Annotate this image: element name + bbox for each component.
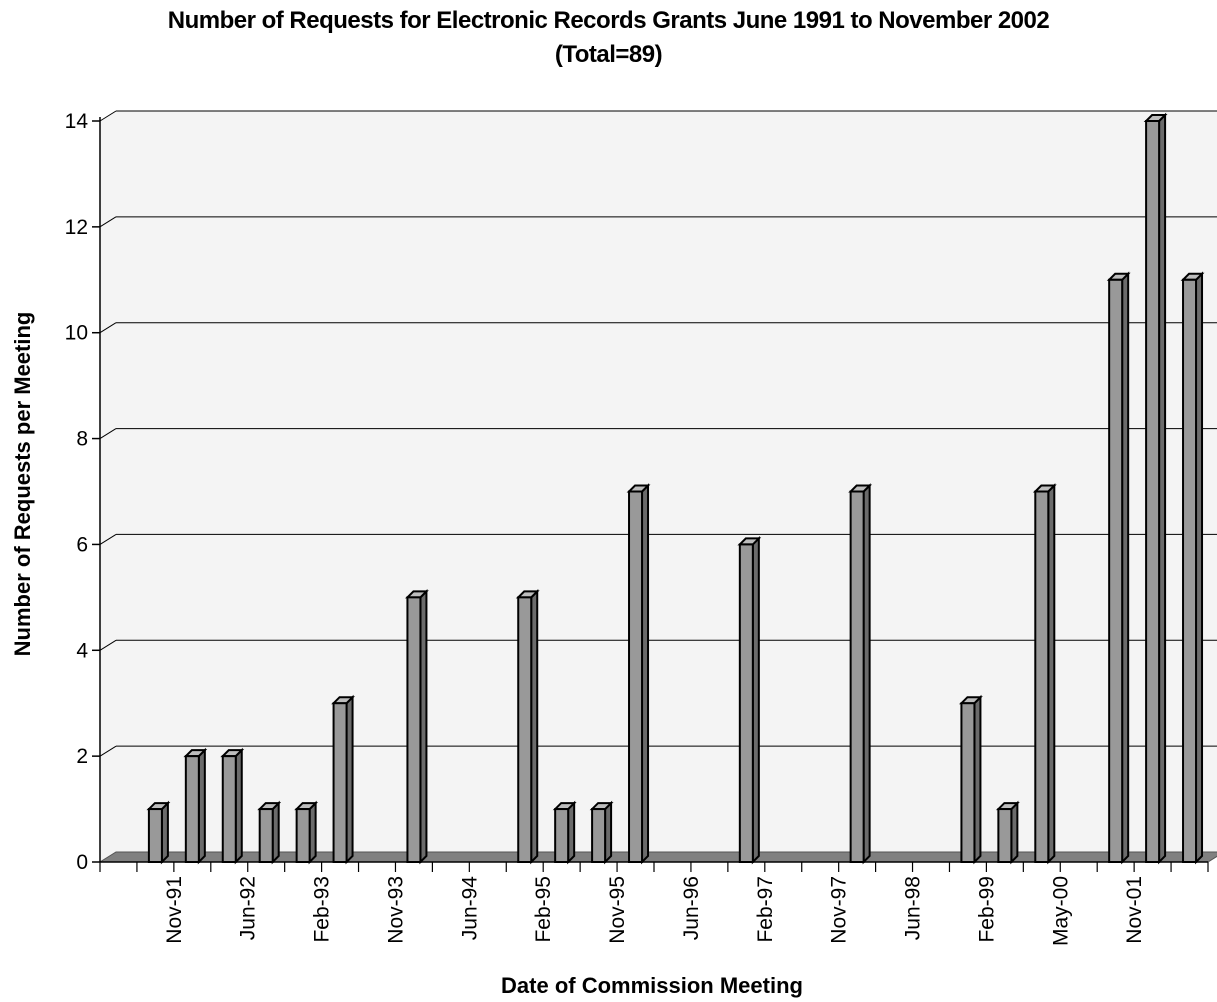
bar (1032, 483, 1057, 865)
x-tick-label: Nov-91 (163, 876, 186, 944)
bar (257, 800, 282, 865)
bar (552, 800, 577, 865)
bar-front (1182, 278, 1198, 863)
x-tick-label: Jun-92 (237, 876, 260, 940)
x-tick-label: Jun-96 (680, 876, 703, 940)
bar-front (1034, 490, 1050, 863)
axes (92, 117, 1209, 872)
bar-front (849, 490, 865, 863)
bar-front (554, 808, 570, 863)
x-axis-label: Date of Commission Meeting (501, 973, 803, 998)
bar-front (1145, 120, 1161, 863)
bar (220, 747, 245, 865)
plot-back-wall (116, 111, 1217, 852)
x-tick-label: Nov-97 (828, 876, 851, 944)
y-axis-label: Number of Requests per Meeting (10, 312, 35, 657)
bar-front (738, 543, 754, 864)
chart-subtitle: (Total=89) (554, 41, 663, 68)
bar (995, 800, 1020, 865)
bar-front (628, 490, 644, 863)
x-tick-label: May-00 (1049, 876, 1072, 946)
y-tick-label: 2 (76, 745, 88, 768)
gridline-side (99, 110, 117, 122)
bar-front (406, 596, 422, 863)
x-tick-label: Nov-93 (384, 876, 407, 944)
y-tick-labels: 0 2 4 6 8 10 12 14 (65, 110, 89, 874)
y-tick-label: 8 (76, 428, 88, 451)
bar (589, 800, 614, 865)
bar (515, 588, 540, 865)
x-tick-label: Jun-94 (458, 876, 481, 941)
bar-front (997, 808, 1013, 863)
bar (294, 800, 319, 865)
bar-front (258, 808, 274, 863)
bars (146, 112, 1205, 865)
bar (1106, 271, 1131, 865)
y-tick-label: 12 (65, 216, 88, 239)
bar (146, 800, 171, 865)
bar-front (221, 755, 237, 864)
gridline-side (99, 322, 117, 334)
x-tick-label: Feb-95 (532, 876, 555, 943)
y-tick-label: 0 (76, 851, 88, 874)
y-tick-label: 10 (65, 322, 88, 345)
gridline-side (99, 534, 117, 545)
bar (331, 694, 355, 865)
x-tick-label: Jun-98 (902, 876, 925, 940)
plot-side-wall (100, 111, 116, 862)
y-tick-label: 4 (76, 639, 88, 662)
gridline-side (99, 745, 117, 757)
chart-title: Number of Requests for Electronic Record… (167, 7, 1050, 34)
bar-front (332, 702, 348, 864)
x-tick-label: Feb-97 (754, 876, 777, 943)
bar (848, 483, 873, 865)
bar-front (591, 808, 607, 863)
x-tick-label: Feb-99 (975, 876, 998, 943)
x-tick-label: Feb-93 (311, 876, 334, 943)
x-tick-label: Nov-95 (606, 876, 629, 944)
y-tick-label: 6 (76, 533, 88, 556)
y-tick-label: 14 (65, 110, 89, 133)
bar (1143, 112, 1168, 865)
gridline-side (99, 428, 117, 439)
bar (626, 483, 651, 865)
bar-front (960, 702, 976, 864)
bar (1180, 271, 1205, 865)
bar-front (147, 808, 163, 863)
bar (405, 588, 429, 865)
gridline-side (99, 639, 117, 651)
bar-front (295, 808, 311, 863)
bar (183, 747, 208, 865)
chart-title-block: Number of Requests for Electronic Record… (0, 4, 1217, 72)
bar-front (1108, 278, 1124, 863)
bar-front (184, 755, 200, 864)
x-tick-label: Nov-01 (1123, 876, 1146, 944)
bar (737, 536, 762, 865)
x-tick-labels: Nov-91 Jun-92 Feb-93 Nov-93 Jun-94 Feb-95 Nov-… (163, 876, 1146, 946)
bar-front (517, 596, 533, 863)
gridline-side (99, 216, 117, 228)
bar (959, 694, 983, 865)
